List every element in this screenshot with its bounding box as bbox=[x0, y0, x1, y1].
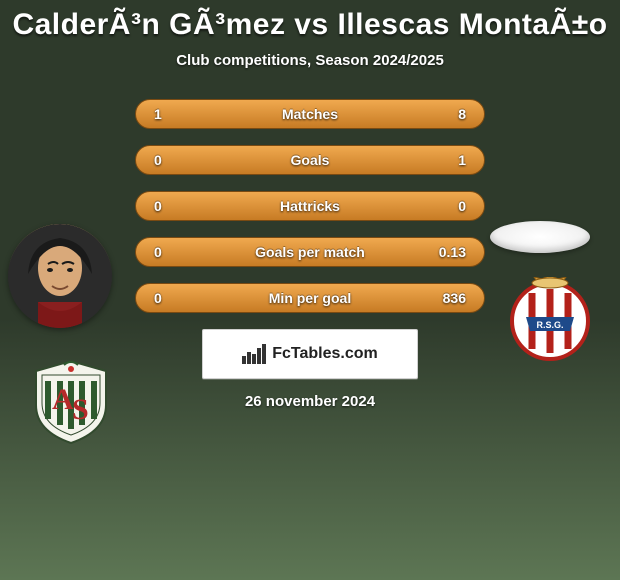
shield-icon: R.S.G. bbox=[508, 277, 592, 361]
stat-row: 0Hattricks0 bbox=[135, 191, 485, 221]
site-text: FcTables.com bbox=[272, 345, 378, 363]
stat-label: Matches bbox=[190, 106, 430, 122]
stats-area: A S R.S.G. 1Matches8 bbox=[0, 99, 620, 313]
stat-right-value: 0.13 bbox=[430, 244, 466, 260]
player-left-avatar bbox=[8, 224, 112, 328]
stat-label: Min per goal bbox=[190, 290, 430, 306]
stat-row: 0Goals1 bbox=[135, 145, 485, 175]
stat-label: Goals per match bbox=[190, 244, 430, 260]
svg-text:R.S.G.: R.S.G. bbox=[536, 320, 563, 330]
stat-left-value: 0 bbox=[154, 152, 190, 168]
player-right-avatar bbox=[490, 221, 590, 253]
stat-right-value: 0 bbox=[430, 198, 466, 214]
bars-icon bbox=[242, 344, 266, 364]
stat-right-value: 836 bbox=[430, 290, 466, 306]
stat-left-value: 0 bbox=[154, 290, 190, 306]
player-left-club-badge: A S bbox=[26, 357, 116, 447]
player-right-club-badge: R.S.G. bbox=[508, 277, 592, 361]
stat-row: 1Matches8 bbox=[135, 99, 485, 129]
stat-left-value: 0 bbox=[154, 244, 190, 260]
subtitle: Club competitions, Season 2024/2025 bbox=[0, 52, 620, 69]
comparison-card: CalderÃ³n GÃ³mez vs Illescas MontaÃ±o Cl… bbox=[0, 0, 620, 580]
stat-right-value: 1 bbox=[430, 152, 466, 168]
site-attribution: FcTables.com bbox=[202, 329, 418, 379]
stat-label: Goals bbox=[190, 152, 430, 168]
page-title: CalderÃ³n GÃ³mez vs Illescas MontaÃ±o bbox=[0, 8, 620, 42]
svg-text:S: S bbox=[72, 393, 89, 426]
stat-label: Hattricks bbox=[190, 198, 430, 214]
stat-right-value: 8 bbox=[430, 106, 466, 122]
shield-icon: A S bbox=[26, 357, 116, 447]
svg-text:A: A bbox=[52, 383, 74, 416]
stat-left-value: 0 bbox=[154, 198, 190, 214]
stat-row: 0Goals per match0.13 bbox=[135, 237, 485, 267]
stat-row: 0Min per goal836 bbox=[135, 283, 485, 313]
stat-left-value: 1 bbox=[154, 106, 190, 122]
player-silhouette-icon bbox=[8, 224, 112, 328]
